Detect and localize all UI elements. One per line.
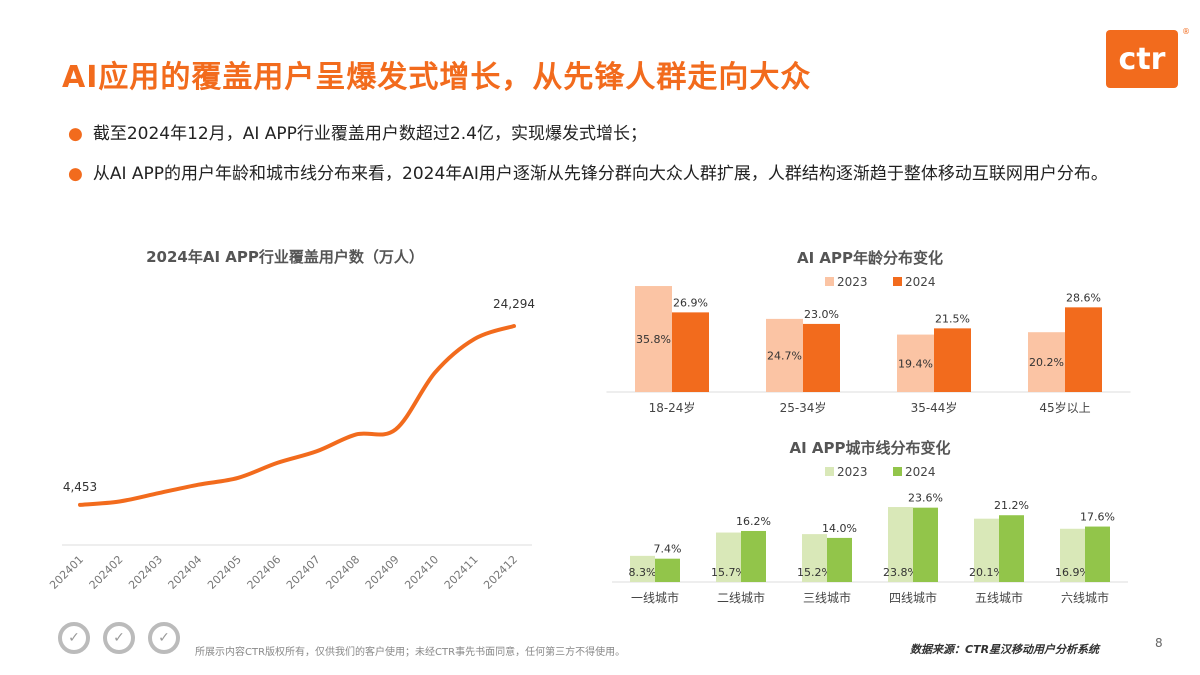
x-tick-label: 二线城市 [717, 590, 765, 605]
legend-swatch [893, 467, 902, 476]
x-tick-label: 202411 [442, 553, 481, 592]
data-label: 17.6% [1080, 511, 1115, 524]
x-tick-label: 202410 [402, 553, 441, 592]
city-chart-title: AI APP城市线分布变化 [789, 439, 950, 457]
bullet-dot-icon: ● [68, 124, 83, 144]
data-label: 26.9% [673, 296, 708, 309]
bar-2023 [1060, 528, 1085, 582]
bar-2023 [897, 334, 934, 392]
bullet-dot-icon: ● [68, 164, 83, 184]
line-chart-title: 2024年AI APP行业覆盖用户数（万人） [146, 248, 424, 266]
age-bar-chart: AI APP年龄分布变化 2023 2024 35.8% 26.9% 18-24岁 24.… [606, 249, 1131, 415]
data-label: 15.2% [797, 566, 832, 579]
data-source: 数据来源：CTR星汉移动用户分析系统 [910, 643, 1100, 656]
data-label: 16.9% [1055, 566, 1090, 579]
x-tick-label: 五线城市 [975, 590, 1023, 605]
age-chart-title: AI APP年龄分布变化 [797, 249, 943, 267]
x-tick-label: 四线城市 [889, 590, 937, 605]
data-label: 20.2% [1029, 356, 1064, 369]
x-tick-label: 一线城市 [631, 590, 679, 605]
data-label: 21.2% [994, 499, 1029, 512]
data-label: 24.7% [767, 349, 802, 362]
data-label: 14.0% [822, 522, 857, 535]
series-line [78, 324, 516, 507]
bar-2024 [672, 312, 709, 392]
x-tick-label: 202403 [126, 553, 165, 592]
bar-2023 [888, 507, 913, 582]
data-label: 7.4% [654, 543, 682, 556]
bar-2023 [1028, 332, 1065, 392]
bar-2024 [741, 530, 766, 582]
x-tick-label: 202409 [363, 553, 402, 592]
data-label: 16.2% [736, 515, 771, 528]
data-label: 21.5% [935, 312, 970, 325]
x-tick-label: 202405 [205, 553, 244, 592]
x-tick-label: 18-24岁 [649, 400, 696, 415]
legend-label: 2023 [837, 275, 868, 289]
x-tick-label: 202402 [87, 553, 126, 592]
bar-2024 [655, 558, 680, 582]
bullet-item: ● 截至2024年12月，AI APP行业覆盖用户数超过2.4亿，实现爆发式增长； [68, 124, 647, 144]
bar-2024 [803, 323, 840, 392]
data-label: 8.3% [629, 566, 657, 579]
x-tick-label: 202404 [166, 553, 205, 592]
x-tick-label: 35-44岁 [911, 400, 958, 415]
bar-2023 [635, 286, 672, 392]
bar-2023 [974, 518, 999, 582]
legend-label: 2023 [837, 465, 868, 479]
x-tick-label: 202406 [245, 553, 284, 592]
legend-swatch [825, 467, 834, 476]
legend-label: 2024 [905, 465, 936, 479]
data-label-last: 24,294 [493, 297, 535, 311]
copyright-notice: 所展示内容CTR版权所有，仅供我们的客户使用；未经CTR事先书面同意，任何第三方… [195, 647, 626, 658]
sgs-certification-icon: ✓ [58, 622, 90, 654]
data-label: 28.6% [1066, 291, 1101, 304]
bar-2023 [766, 318, 803, 392]
page-title: AI应用的覆盖用户呈爆发式增长，从先锋人群走向大众 [62, 60, 812, 95]
bar-2024 [827, 537, 852, 582]
bar-2024 [1065, 307, 1102, 392]
x-tick-label: 三线城市 [803, 590, 851, 605]
legend-swatch [893, 277, 902, 286]
bar-2024 [999, 515, 1024, 582]
data-label: 20.1% [969, 566, 1004, 579]
ctr-logo: ctr [1106, 30, 1178, 88]
x-tick-label: 25-34岁 [780, 400, 827, 415]
data-label: 15.7% [711, 566, 746, 579]
registered-mark: ® [1182, 27, 1190, 36]
data-label: 19.4% [898, 357, 933, 370]
page-number: 8 [1155, 636, 1163, 650]
x-tick-label: 202407 [284, 553, 323, 592]
x-tick-label: 202408 [323, 553, 362, 592]
sgs-certification-icon: ✓ [148, 622, 180, 654]
bar-2023 [716, 532, 741, 582]
bar-2023 [630, 555, 655, 582]
x-tick-label: 45岁以上 [1039, 400, 1090, 415]
bar-2024 [934, 328, 971, 392]
city-bar-chart: AI APP城市线分布变化 2023 2024 8.3% 7.4% 一线城市 15.7% 1… [612, 439, 1128, 605]
x-tick-label: 202401 [47, 553, 86, 592]
data-label: 23.8% [883, 566, 918, 579]
bar-2024 [1085, 526, 1110, 582]
data-label: 35.8% [636, 333, 671, 346]
bullet-item: ● 从AI APP的用户年龄和城市线分布来看，2024年AI用户逐渐从先锋分群向大… [68, 164, 1108, 184]
data-label-first: 4,453 [63, 480, 97, 494]
bar-2024 [913, 507, 938, 582]
line-chart: 2024年AI APP行业覆盖用户数（万人） 202401 202402 20240… [47, 248, 535, 592]
data-label: 23.6% [908, 492, 943, 505]
data-label: 23.0% [804, 308, 839, 321]
legend-label: 2024 [905, 275, 936, 289]
legend-swatch [825, 277, 834, 286]
bar-2023 [802, 534, 827, 582]
x-tick-label: 202412 [481, 553, 520, 592]
x-tick-label: 六线城市 [1061, 590, 1109, 605]
sgs-certification-icon: ✓ [103, 622, 135, 654]
